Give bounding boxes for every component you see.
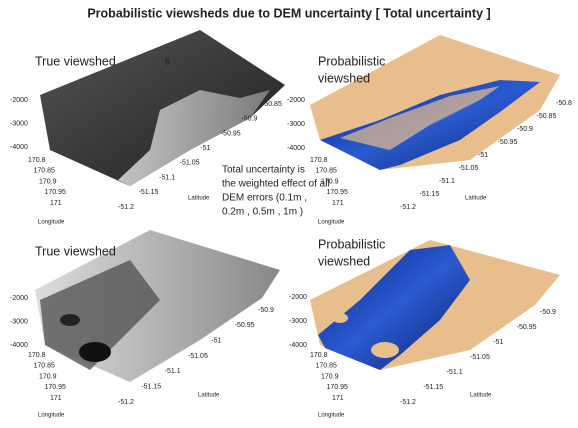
panel-title: viewshed [318, 71, 370, 85]
panel-title: Probabilistic [318, 237, 385, 251]
y-axis-label: Latitude [198, 393, 220, 399]
note-line: Total uncertainty is [222, 165, 305, 176]
panel-title: True viewshed [35, 54, 116, 68]
longitude-tick-label: 171 [50, 395, 62, 402]
longitude-tick-label: 170.85 [316, 168, 338, 175]
z-tick-label: -2000 [10, 97, 28, 104]
x-axis-label: Longitude [318, 220, 345, 226]
x-axis-label: Longitude [38, 220, 65, 226]
latitude-tick-label: -51 [200, 145, 210, 152]
figure: Probabilistic viewsheds due to DEM uncer… [0, 0, 578, 428]
longitude-tick-label: 170.9 [321, 373, 339, 380]
y-axis-label: Latitude [465, 196, 487, 202]
note-line: 0.2m , 0.5m , 1m ) [222, 207, 303, 218]
panel-title: True viewshed [35, 244, 116, 258]
longitude-tick-label: 171 [50, 200, 62, 207]
latitude-tick-label: -51.15 [139, 189, 159, 196]
latitude-tick-label: -51.2 [400, 204, 416, 211]
longitude-tick-label: 170.95 [327, 384, 349, 391]
latitude-tick-label: -51.2 [400, 399, 416, 406]
longitude-tick-label: 170.85 [316, 363, 338, 370]
latitude-tick-label: -50.9 [540, 309, 556, 316]
y-axis-label: Latitude [470, 393, 492, 399]
z-tick-label: -4000 [10, 342, 28, 349]
y-axis-label: Latitude [188, 196, 210, 202]
panel-title: Probabilistic [318, 54, 385, 68]
latitude-tick-label: -50.85 [537, 113, 557, 120]
longitude-tick-label: 170.95 [327, 189, 349, 196]
latitude-tick-label: -51 [478, 152, 488, 159]
z-tick-label: -3000 [10, 318, 28, 325]
longitude-tick-label: 170.95 [45, 189, 67, 196]
latitude-tick-label: -51.15 [423, 384, 443, 391]
z-tick-label: -2000 [289, 294, 307, 301]
latitude-tick-label: -50.95 [221, 130, 241, 137]
longitude-tick-label: 170.9 [321, 178, 339, 185]
latitude-tick-label: -51.05 [470, 354, 490, 361]
annotation: 6 [165, 56, 170, 66]
latitude-tick-label: -50.85 [262, 101, 282, 108]
latitude-tick-label: -50.9 [517, 126, 533, 133]
z-tick-label: -4000 [10, 144, 28, 151]
longitude-tick-label: 171 [332, 395, 344, 402]
longitude-tick-label: 170.9 [39, 178, 57, 185]
longitude-tick-label: 171 [332, 200, 344, 207]
latitude-tick-label: -51.05 [459, 165, 479, 172]
latitude-tick-label: -51.15 [141, 384, 161, 391]
latitude-tick-label: -51 [211, 338, 221, 345]
latitude-tick-label: -51.1 [159, 174, 175, 181]
longitude-tick-label: 170.8 [310, 352, 328, 359]
figure-title: Probabilistic viewsheds due to DEM uncer… [87, 6, 490, 20]
latitude-tick-label: -51.15 [420, 191, 440, 198]
longitude-tick-label: 170.9 [39, 373, 57, 380]
longitude-tick-label: 170.8 [310, 157, 328, 164]
longitude-tick-label: 170.85 [34, 168, 56, 175]
latitude-tick-label: -51.1 [447, 369, 463, 376]
latitude-tick-label: -51.1 [165, 368, 181, 375]
latitude-tick-label: -50.9 [258, 307, 274, 314]
panel-title: viewshed [318, 254, 370, 268]
latitude-tick-label: -50.8 [556, 100, 572, 107]
z-tick-label: -2000 [287, 97, 305, 104]
z-tick-label: -4000 [289, 342, 307, 349]
longitude-tick-label: 170.95 [45, 384, 67, 391]
latitude-tick-label: -51.05 [188, 353, 208, 360]
x-axis-label: Longitude [318, 413, 345, 419]
longitude-tick-label: 170.8 [28, 352, 46, 359]
note-line: DEM errors (0.1m , [222, 193, 307, 204]
longitude-tick-label: 170.85 [34, 363, 56, 370]
latitude-tick-label: -51.2 [118, 399, 134, 406]
z-tick-label: -4000 [287, 145, 305, 152]
z-tick-label: -3000 [10, 120, 28, 127]
z-tick-label: -3000 [287, 121, 305, 128]
z-tick-label: -3000 [289, 318, 307, 325]
latitude-tick-label: -51.05 [180, 160, 200, 167]
latitude-tick-label: -51 [493, 339, 503, 346]
x-axis-label: Longitude [38, 413, 65, 419]
latitude-tick-label: -50.9 [241, 116, 257, 123]
note-line: the weighted effect of all [222, 179, 330, 190]
latitude-tick-label: -50.95 [235, 322, 255, 329]
latitude-tick-label: -51.2 [118, 204, 134, 211]
latitude-tick-label: -51.1 [439, 178, 455, 185]
z-tick-label: -2000 [10, 295, 28, 302]
longitude-tick-label: 170.8 [28, 157, 46, 164]
latitude-tick-label: -50.95 [498, 139, 518, 146]
latitude-tick-label: -50.95 [517, 324, 537, 331]
